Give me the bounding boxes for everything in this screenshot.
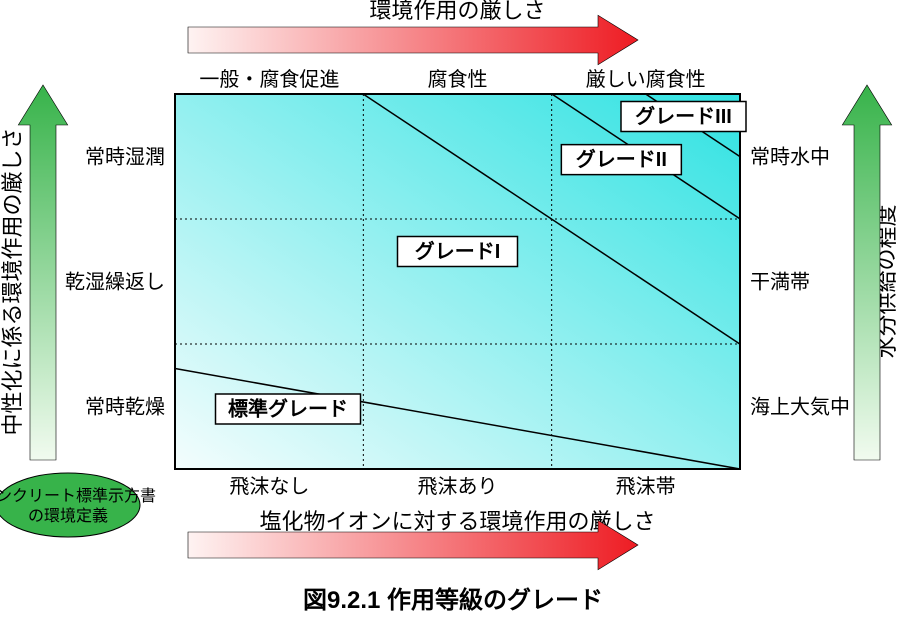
tick-bottom: 飛沫なし	[229, 475, 309, 498]
annotation-ellipse	[0, 473, 140, 537]
grade-label-text: グレードI	[415, 239, 501, 263]
figure-title: 図9.2.1 作用等級のグレード	[303, 586, 603, 614]
tick-top: 厳しい腐食性	[586, 68, 706, 91]
axis-label-left: 中性化に係る環境作用の厳しさ	[0, 127, 25, 435]
tick-left: 乾湿繰返し	[65, 271, 165, 294]
annotation-text: コンクリート標準示方書	[0, 487, 156, 505]
tick-top: 一般・腐食促進	[199, 68, 339, 91]
grade-chart: 標準グレード グレードI グレードII グレードIII	[175, 94, 746, 469]
annotation-text: の環境定義	[28, 506, 108, 525]
grade-label-box: グレードI	[398, 237, 518, 267]
tick-bottom: 飛沫帯	[616, 475, 676, 498]
grade-label-box: グレードIII	[621, 102, 746, 132]
tick-top: 腐食性	[428, 68, 488, 91]
tick-bottom: 飛沫あり	[418, 475, 498, 498]
grade-label-text: 標準グレード	[228, 396, 348, 420]
grade-label-box: グレードII	[561, 145, 681, 175]
tick-left: 常時乾燥	[85, 395, 165, 418]
grade-label-text: グレードII	[576, 147, 667, 171]
arrow-vertical	[18, 85, 67, 460]
tick-left: 常時湿潤	[85, 146, 165, 169]
tick-right: 海上大気中	[750, 395, 850, 418]
grade-label-text: グレードIII	[635, 104, 732, 128]
grade-label-box: 標準グレード	[216, 394, 361, 424]
axis-label-top: 環境作用の厳しさ	[369, 0, 545, 23]
tick-right: 常時水中	[750, 146, 830, 169]
tick-right: 干満帯	[750, 271, 810, 294]
axis-label-bottom: 塩化物イオンに対する環境作用の厳しさ	[259, 509, 655, 534]
